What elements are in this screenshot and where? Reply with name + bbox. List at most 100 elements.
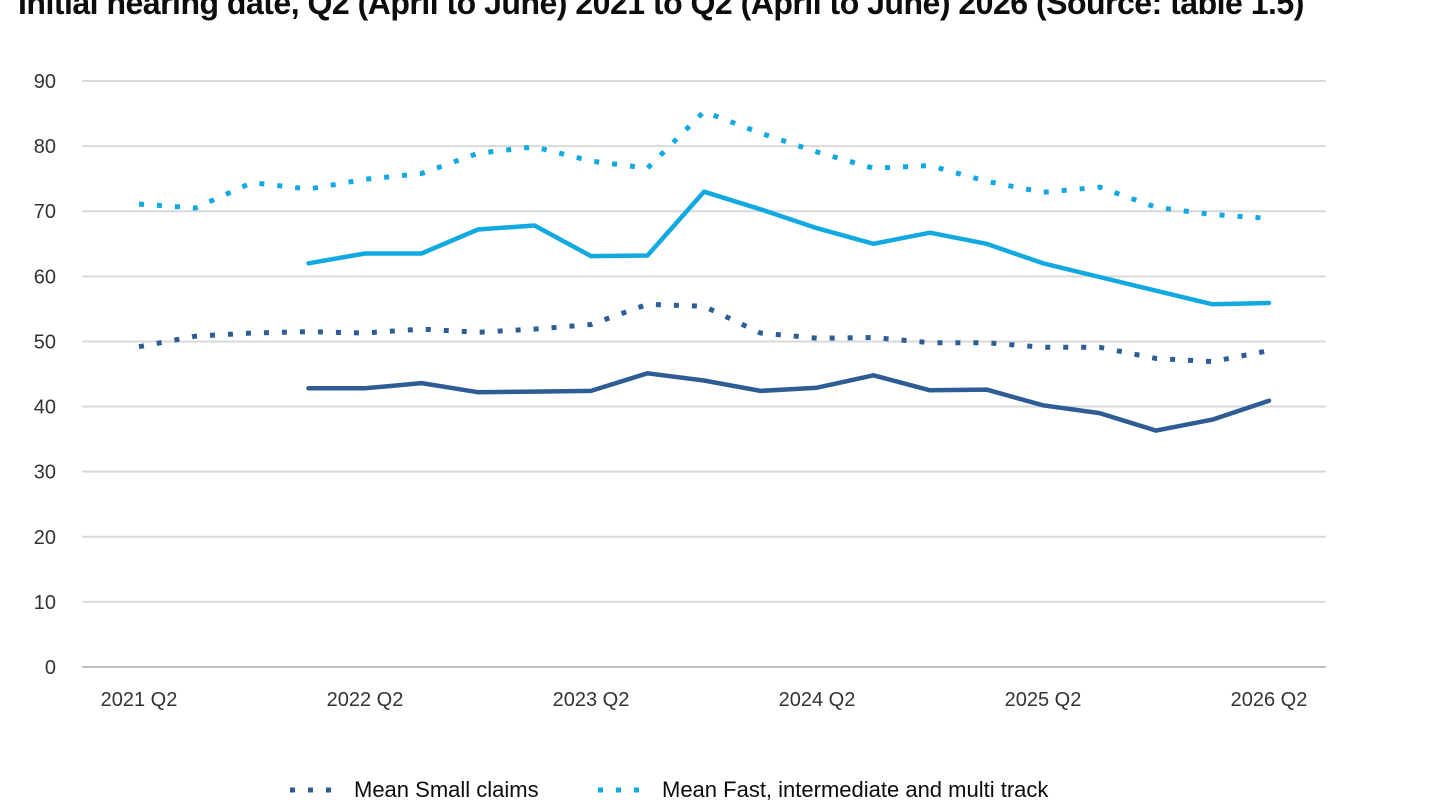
data-point [647, 167, 649, 169]
data-point [138, 203, 140, 205]
data-point [873, 374, 875, 376]
data-point [534, 328, 536, 330]
data-point [1268, 217, 1270, 219]
y-tick-label: 50 [34, 331, 56, 353]
data-point [1212, 213, 1214, 215]
data-point [1268, 400, 1270, 402]
y-tick-label: 90 [34, 71, 56, 93]
data-point [873, 243, 875, 245]
data-point [477, 228, 479, 230]
data-point [477, 391, 479, 393]
data-point [816, 337, 818, 339]
data-point [929, 232, 931, 234]
y-tick-label: 30 [34, 462, 56, 484]
series-solid-line-3 [306, 189, 1272, 307]
data-point [647, 254, 649, 256]
data-point [251, 332, 253, 334]
data-point [760, 332, 762, 334]
data-point [1042, 404, 1044, 406]
data-point [1042, 262, 1044, 264]
y-tick-label: 70 [34, 201, 56, 223]
data-point [590, 324, 592, 326]
data-point [760, 132, 762, 134]
series-dotted-line-0 [138, 301, 1270, 365]
data-point [308, 387, 310, 389]
data-point [1212, 361, 1214, 363]
y-tick-label: 10 [34, 592, 56, 614]
data-point [364, 253, 366, 255]
data-point [590, 255, 592, 257]
data-point [986, 342, 988, 344]
data-point [760, 390, 762, 392]
chart-title: Initial hearing date, Q2 (April to June)… [18, 0, 1304, 21]
data-point [873, 337, 875, 339]
data-point [703, 305, 705, 307]
data-point [1155, 357, 1157, 359]
legend-label: Mean Fast, intermediate and multi track [662, 777, 1049, 802]
y-tick-label: 0 [45, 657, 56, 679]
x-tick-label: 2022 Q2 [327, 689, 404, 711]
data-point [1099, 346, 1101, 348]
data-point [986, 243, 988, 245]
y-tick-label: 80 [34, 136, 56, 158]
data-point [477, 152, 479, 154]
data-point [534, 391, 536, 393]
data-point [986, 389, 988, 391]
data-point [1042, 191, 1044, 193]
data-point [477, 331, 479, 333]
x-axis-ticks: 2021 Q2 2022 Q2 2023 Q2 2024 Q2 2025 Q2 2026 … [101, 689, 1308, 711]
data-point [308, 188, 310, 190]
legend-label: Mean Small claims [354, 777, 539, 802]
series-dotted-line-1 [138, 109, 1270, 221]
data-point [929, 342, 931, 344]
data-point [760, 208, 762, 210]
data-point [929, 165, 931, 167]
data-point [590, 160, 592, 162]
data-point [1155, 206, 1157, 208]
data-point [364, 178, 366, 180]
x-tick-label: 2026 Q2 [1231, 689, 1308, 711]
data-point [929, 389, 931, 391]
data-point [1099, 186, 1101, 188]
gridlines [82, 80, 1326, 668]
series-lines [138, 109, 1272, 433]
data-point [816, 151, 818, 153]
x-tick-label: 2024 Q2 [779, 689, 856, 711]
x-tick-label: 2023 Q2 [553, 689, 630, 711]
data-point [421, 382, 423, 384]
data-point [590, 390, 592, 392]
x-tick-label: 2025 Q2 [1005, 689, 1082, 711]
x-tick-label: 2021 Q2 [101, 689, 178, 711]
data-point [1155, 290, 1157, 292]
data-point [1099, 276, 1101, 278]
data-point [1042, 346, 1044, 348]
data-point [873, 167, 875, 169]
data-point [421, 328, 423, 330]
y-axis-ticks: 0 10 20 30 40 50 60 70 80 90 [34, 71, 56, 679]
data-point [1155, 430, 1157, 432]
y-tick-label: 60 [34, 266, 56, 288]
data-point [364, 387, 366, 389]
data-point [1212, 419, 1214, 421]
y-tick-label: 40 [34, 397, 56, 419]
data-point [1212, 303, 1214, 305]
data-point [647, 372, 649, 374]
data-point [703, 191, 705, 193]
data-point [1268, 350, 1270, 352]
y-tick-label: 20 [34, 527, 56, 549]
series-solid-line-2 [306, 371, 1272, 433]
legend: Mean Small claims Mean Fast, intermediate… [290, 777, 1049, 802]
data-point [703, 111, 705, 113]
data-point [308, 262, 310, 264]
data-point [703, 380, 705, 382]
data-point [534, 146, 536, 148]
data-point [421, 172, 423, 174]
data-point [816, 227, 818, 229]
data-point [251, 182, 253, 184]
data-point [195, 207, 197, 209]
data-point [647, 303, 649, 305]
data-point [816, 387, 818, 389]
data-point [138, 346, 140, 348]
data-point [1099, 412, 1101, 414]
